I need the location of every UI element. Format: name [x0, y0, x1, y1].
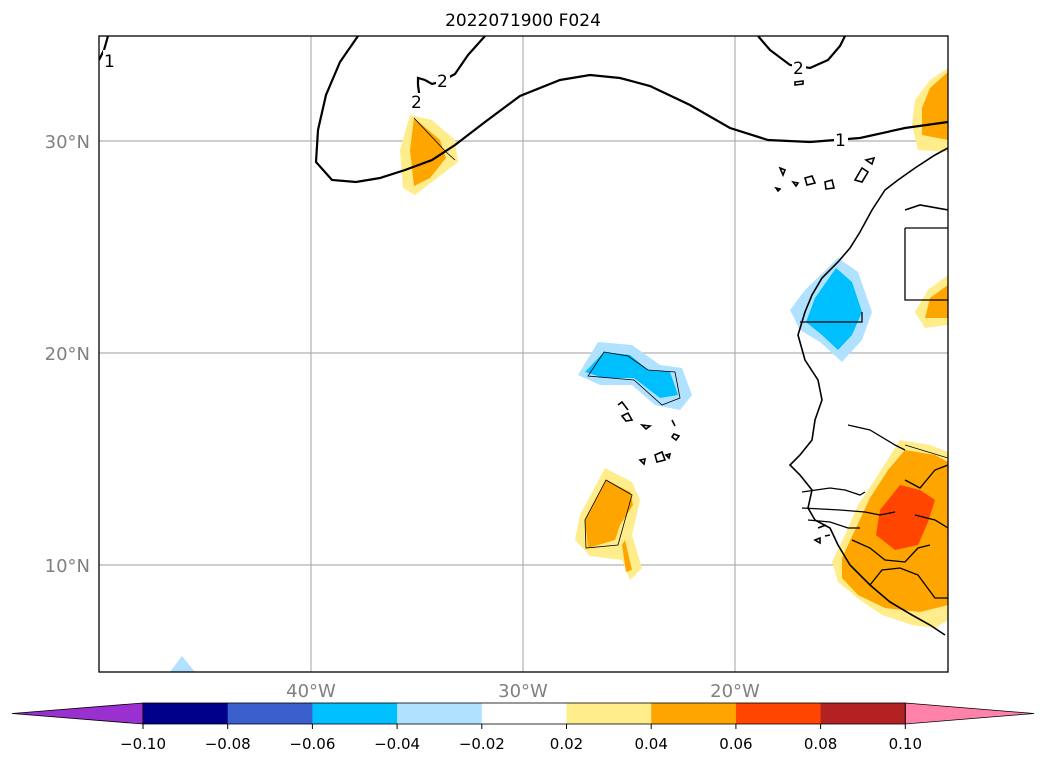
contour-label: 2: [793, 59, 804, 79]
lat-label-30n: 30°N: [45, 132, 90, 153]
colorbar-segment: [481, 703, 567, 724]
colorbar-tick-label: −0.08: [205, 735, 251, 753]
colorbar-tick-label: −0.04: [374, 735, 420, 753]
lat-label-20n: 20°N: [45, 344, 90, 365]
colorbar-frame: [142, 702, 906, 725]
colorbar-segment: [820, 703, 906, 724]
colorbar: −0.10 −0.08 −0.06 −0.04 −0.02 0.02 0.04 0.06 0.0…: [11, 702, 1035, 753]
contour-label: 1: [104, 52, 115, 72]
lon-label-30w: 30°W: [498, 681, 548, 702]
colorbar-extend-right: [904, 702, 1035, 725]
colorbar-tick-label: 0.08: [804, 735, 837, 753]
colorbar-tick-label: 0.04: [634, 735, 667, 753]
contour-label: 2: [411, 93, 422, 113]
colorbar-tick-label: 0.06: [719, 735, 752, 753]
colorbar-tick-label: −0.06: [289, 735, 335, 753]
country-borders: [800, 227, 948, 599]
colorbar-segment: [651, 703, 737, 724]
colorbar-segment: [227, 703, 313, 724]
contour-label: 2: [437, 72, 448, 92]
colorbar-segment: [735, 703, 822, 724]
lon-label-40w: 40°W: [286, 681, 336, 702]
colorbar-segment: [143, 703, 229, 724]
map-title: 2022071900 F024: [445, 11, 601, 31]
colorbar-segment: [397, 703, 483, 724]
colorbar-tick-label: −0.10: [120, 735, 166, 753]
map-frame: [98, 35, 949, 673]
colorbar-tick-label: 0.10: [889, 735, 922, 753]
coastlines: [617, 80, 948, 636]
negative-anomaly-shading: [170, 258, 872, 672]
contour-label: 1: [835, 131, 846, 151]
colorbar-tick-label: −0.02: [459, 735, 505, 753]
lon-label-20w: 20°W: [710, 681, 760, 702]
colorbar-segment: [566, 703, 652, 724]
gridlines: [99, 36, 948, 672]
colorbar-segment: [312, 703, 398, 724]
colorbar-tick-label: 0.02: [550, 735, 583, 753]
lat-label-10n: 10°N: [45, 556, 90, 577]
contour-label-group: 1 2 2 2 1: [103, 50, 848, 151]
map-area: 1 2 2 2 1: [99, 36, 948, 672]
colorbar-extend-left: [11, 702, 144, 725]
